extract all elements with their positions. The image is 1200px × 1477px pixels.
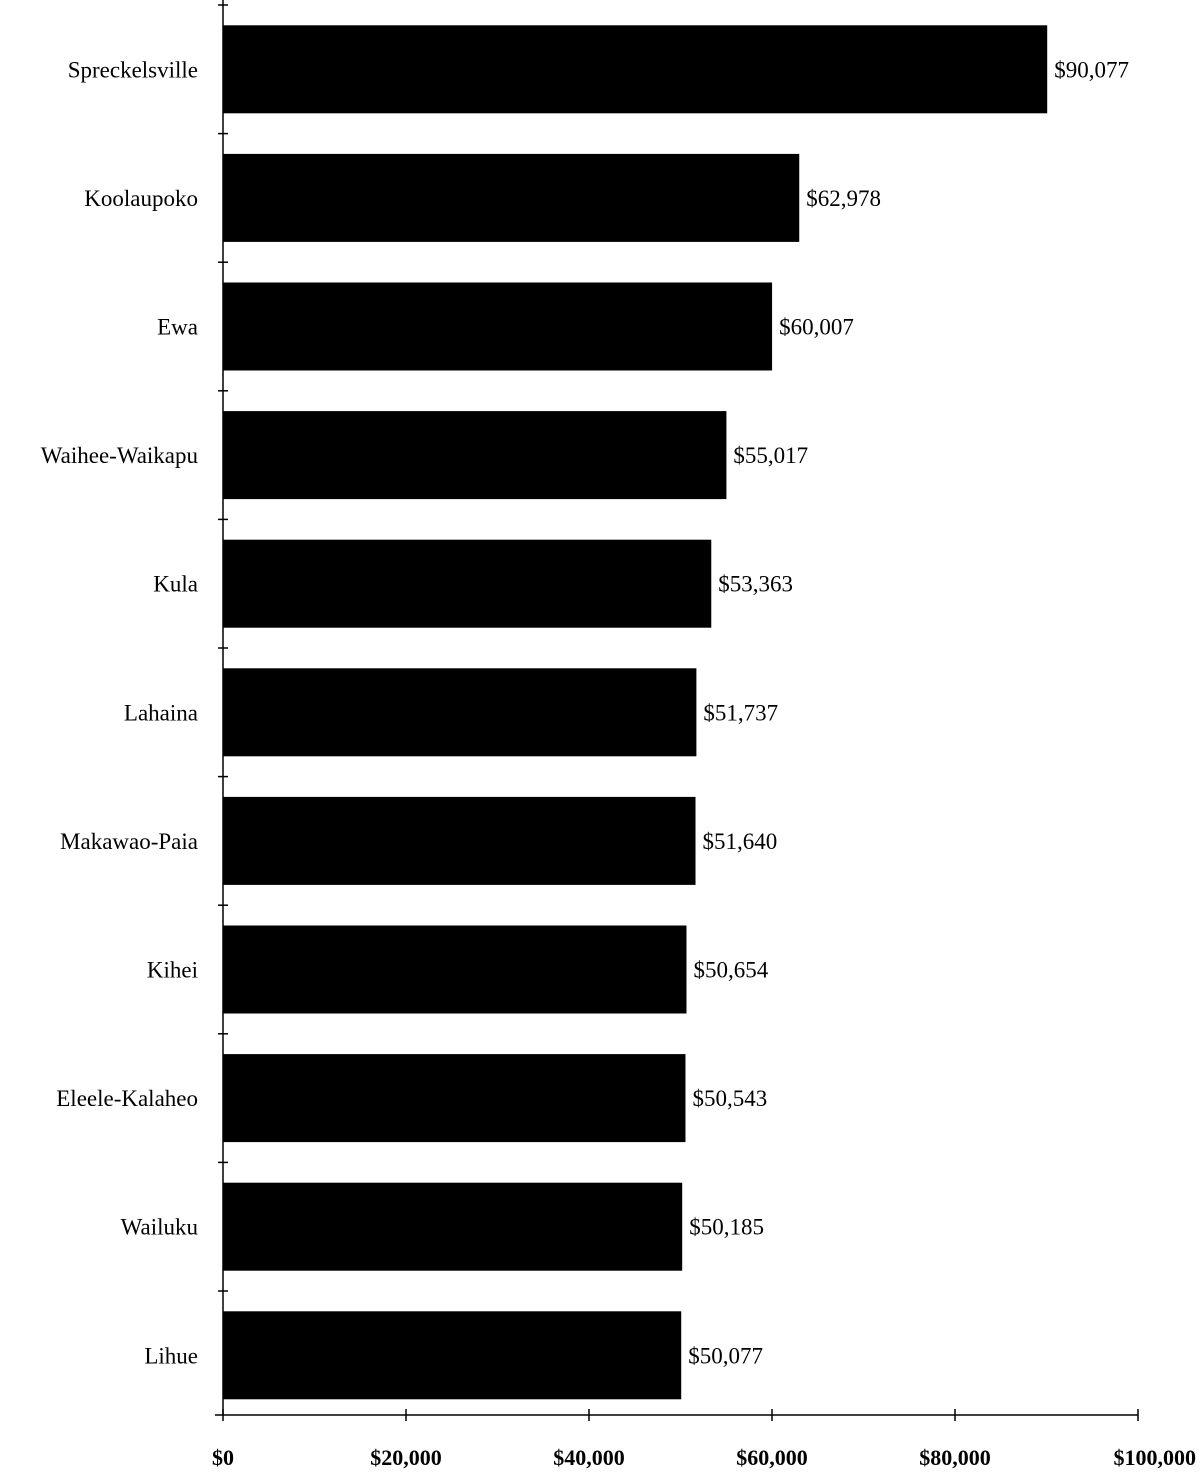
bar-koolaupoko xyxy=(223,153,800,242)
bar-lihue xyxy=(223,1311,682,1400)
x-tick-label: $100,000 xyxy=(1114,1445,1197,1470)
bar-kula xyxy=(223,539,712,628)
category-label: Ewa xyxy=(157,315,198,340)
bar-kihei xyxy=(223,925,687,1014)
bar-waihee-waikapu xyxy=(223,411,727,500)
value-label: $50,185 xyxy=(689,1215,764,1240)
x-tick-label: $20,000 xyxy=(370,1445,442,1470)
bar-lahaina xyxy=(223,668,697,757)
value-label: $51,640 xyxy=(703,829,778,854)
category-label: Eleele-Kalaheo xyxy=(56,1086,198,1111)
bar-eleele-kalaheo xyxy=(223,1054,686,1143)
bar-spreckelsville xyxy=(223,25,1048,114)
value-label: $50,543 xyxy=(692,1086,767,1111)
x-tick-label: $60,000 xyxy=(736,1445,808,1470)
x-tick-label: $40,000 xyxy=(553,1445,625,1470)
value-label: $50,654 xyxy=(693,958,768,983)
labels-layer: Spreckelsville $90,077 Koolaupoko $62,978 Ew… xyxy=(41,57,1129,1368)
bar-ewa xyxy=(223,282,773,371)
category-label: Kihei xyxy=(147,958,198,983)
category-label: Spreckelsville xyxy=(68,57,198,82)
category-label: Wailuku xyxy=(121,1215,199,1240)
value-label: $53,363 xyxy=(718,572,793,597)
value-label: $60,007 xyxy=(779,315,854,340)
bar-makawao-paia xyxy=(223,796,696,885)
category-label: Lahaina xyxy=(124,700,198,725)
axes-layer: $0 $20,000 $40,000 $60,000 $80,000 $100,000 xyxy=(212,0,1196,1470)
category-label: Lihue xyxy=(144,1343,198,1368)
x-tick-label: $0 xyxy=(212,1445,234,1470)
category-label: Waihee-Waikapu xyxy=(41,443,199,468)
value-label: $90,077 xyxy=(1054,57,1129,82)
category-label: Makawao-Paia xyxy=(60,829,198,854)
value-label: $50,077 xyxy=(688,1343,763,1368)
bars-layer xyxy=(223,25,1048,1400)
value-label: $51,737 xyxy=(703,700,778,725)
value-label: $55,017 xyxy=(733,443,808,468)
x-tick-label: $80,000 xyxy=(919,1445,991,1470)
value-label: $62,978 xyxy=(806,186,881,211)
bar-wailuku xyxy=(223,1182,683,1271)
category-label: Koolaupoko xyxy=(84,186,198,211)
category-label: Kula xyxy=(153,572,198,597)
